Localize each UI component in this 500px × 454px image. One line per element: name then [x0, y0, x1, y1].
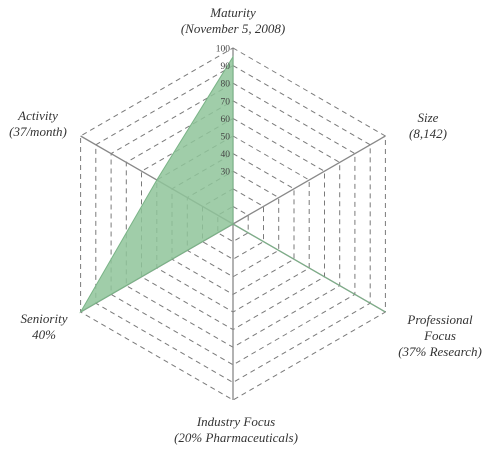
axis-label-0: Maturity (November 5, 2008): [181, 5, 285, 36]
data-area: [79, 55, 386, 314]
tick-label-80: 80: [221, 80, 231, 90]
axis-label-1: Size (8,142): [409, 110, 447, 141]
axis-label-4: Seniority 40%: [21, 311, 68, 342]
tick-label-30: 30: [221, 168, 231, 178]
tick-labels: 30 40 50 60 70 80 90 100: [216, 45, 231, 178]
tick-label-60: 60: [221, 115, 231, 125]
data-series: [79, 55, 386, 314]
axis-line-1: [232, 135, 386, 225]
axis-label-2: Professional Focus (37% Research): [398, 312, 482, 359]
axis-labels: Maturity (November 5, 2008) Size (8,142) Pro…: [9, 5, 482, 445]
tick-label-50: 50: [221, 133, 231, 143]
tick-label-90: 90: [221, 62, 231, 72]
tick-label-70: 70: [221, 97, 231, 107]
axis-label-3: Industry Focus (20% Pharmaceuticals): [174, 414, 298, 445]
tick-label-100: 100: [216, 45, 231, 55]
axis-label-5: Activity (37/month): [9, 108, 67, 139]
tick-label-40: 40: [221, 150, 231, 160]
